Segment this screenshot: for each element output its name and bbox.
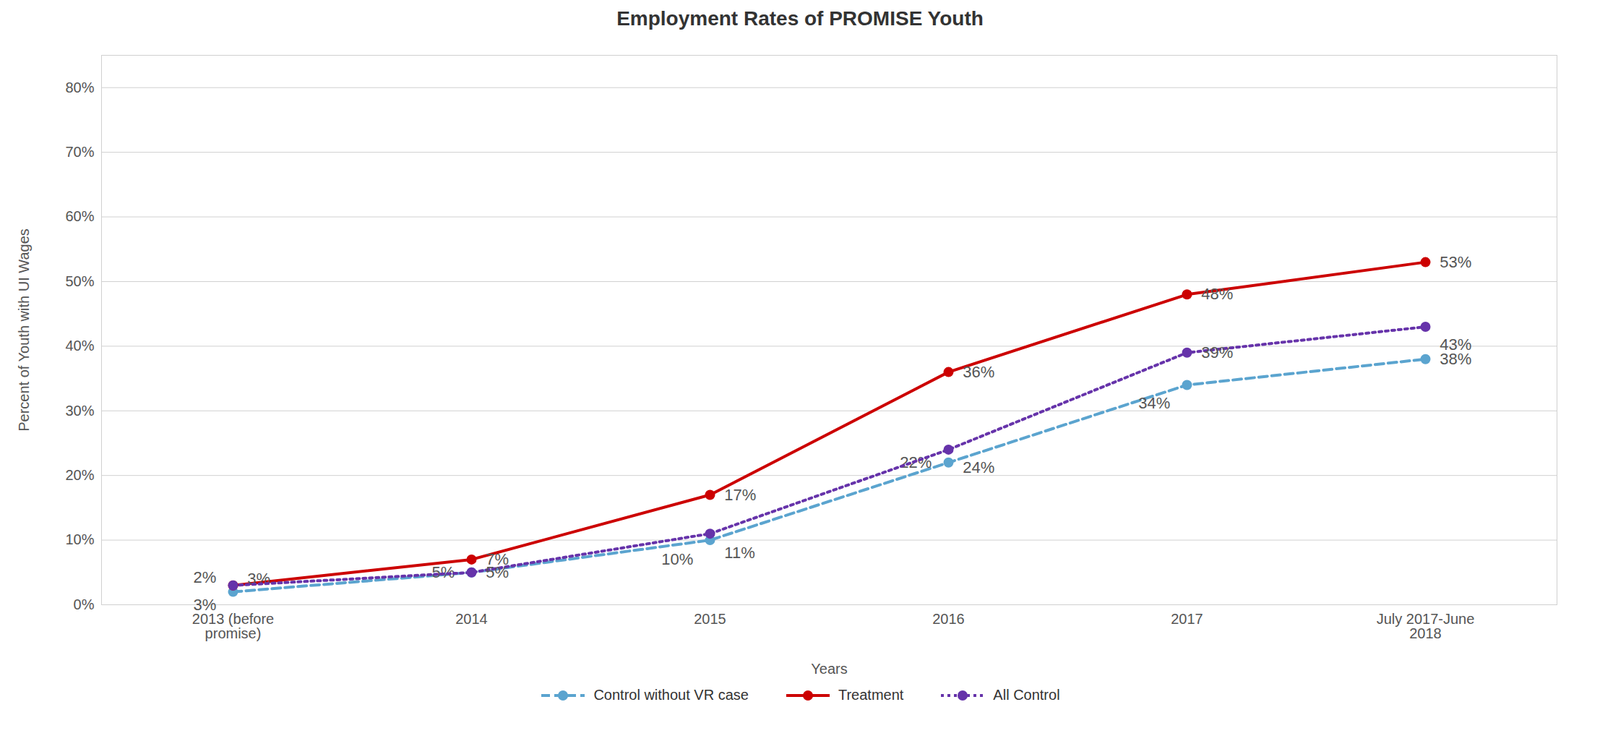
svg-text:30%: 30%: [65, 402, 94, 419]
svg-text:48%: 48%: [1201, 284, 1233, 303]
svg-text:20%: 20%: [65, 466, 94, 483]
svg-text:5%: 5%: [432, 562, 456, 582]
svg-text:2014: 2014: [455, 610, 488, 627]
svg-text:60%: 60%: [65, 208, 94, 225]
svg-text:80%: 80%: [65, 79, 94, 96]
svg-text:39%: 39%: [1201, 343, 1233, 362]
svg-text:10%: 10%: [661, 549, 694, 569]
html-text:Control without VR case: Control without VR case: [593, 686, 749, 703]
svg-text:50%: 50%: [65, 273, 94, 290]
svg-text:43%: 43%: [1439, 335, 1472, 354]
svg-text:Years: Years: [810, 660, 847, 677]
svg-text:2015: 2015: [693, 610, 727, 627]
svg-text:0%: 0%: [73, 596, 95, 613]
svg-text:10%: 10%: [65, 531, 94, 548]
svg-text:24%: 24%: [962, 458, 995, 477]
svg-text:3%: 3%: [247, 569, 271, 588]
svg-text:11%: 11%: [724, 543, 755, 562]
svg-text:70%: 70%: [65, 143, 94, 160]
svg-text:7%: 7%: [485, 549, 509, 569]
svg-text:2%: 2%: [193, 568, 217, 587]
svg-text:22%: 22%: [899, 452, 932, 472]
svg-text:17%: 17%: [724, 485, 756, 504]
svg-text:38%: 38%: [1439, 349, 1472, 368]
svg-text:2013 (beforepromise): 2013 (beforepromise): [192, 610, 274, 642]
svg-text:5%: 5%: [485, 562, 509, 582]
svg-text:40%: 40%: [65, 337, 94, 354]
svg-text:2016: 2016: [932, 610, 965, 627]
svg-text:Percent of Youth with UI Wages: Percent of Youth with UI Wages: [15, 228, 32, 432]
svg-text:53%: 53%: [1439, 252, 1472, 272]
svg-text:2017: 2017: [1170, 610, 1204, 627]
svg-text:3%: 3%: [193, 595, 217, 614]
html-text:Treatment: Treatment: [838, 686, 904, 703]
svg-text:July 2017-June2018: July 2017-June2018: [1376, 610, 1475, 642]
svg-text:34%: 34%: [1138, 393, 1171, 412]
svg-text:36%: 36%: [962, 362, 995, 381]
html-text:All Control: All Control: [993, 686, 1060, 703]
html-text:Employment Rates of PROMISE Yo: Employment Rates of PROMISE Youth: [616, 7, 984, 30]
